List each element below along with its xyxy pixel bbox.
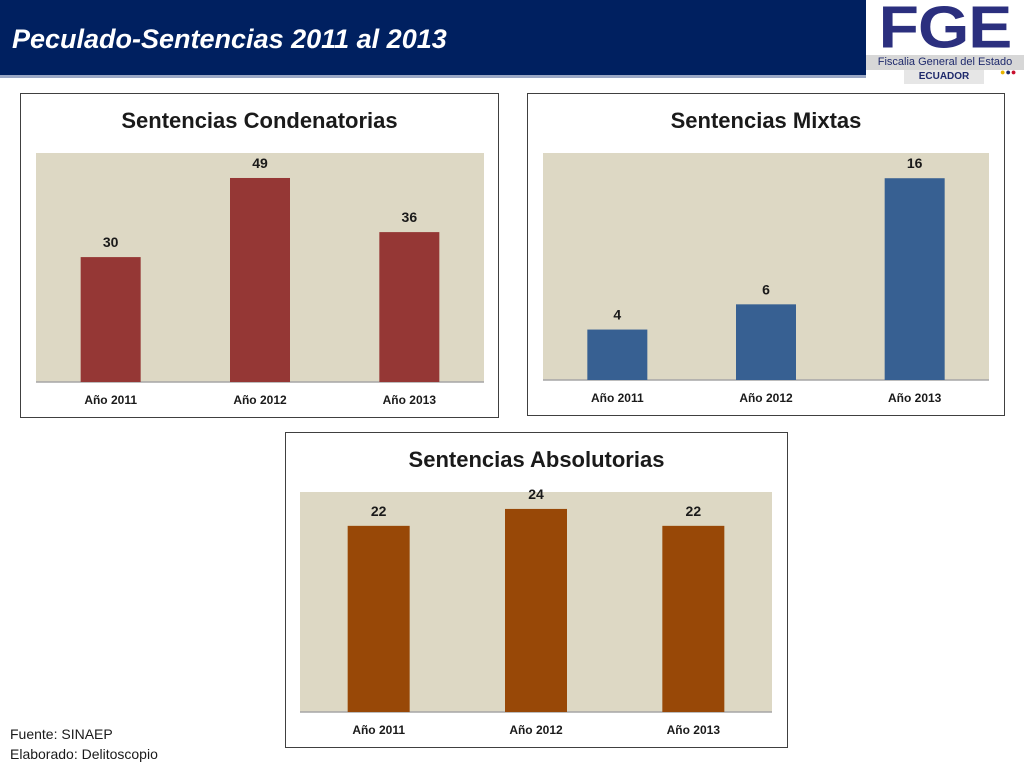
chart-panel-absolutorias: Sentencias Absolutorias 22 Año 2011 24 Año … [285, 432, 788, 748]
bar [80, 257, 141, 382]
data-label: 49 [252, 155, 268, 171]
bar [505, 508, 567, 712]
data-label: 30 [103, 234, 119, 250]
chart-panel-condenatorias: Sentencias Condenatorias 30 Año 2011 49 Año… [20, 93, 499, 418]
slide-title: Peculado-Sentencias 2011 al 2013 [12, 24, 447, 54]
x-tick-label: Año 2012 [739, 391, 793, 405]
bar [662, 525, 725, 712]
logo-country: ECUADOR [904, 70, 984, 84]
data-label: 22 [371, 503, 387, 519]
chart-title-condenatorias: Sentencias Condenatorias [121, 108, 398, 133]
author-text: Elaborado: Delitoscopio [10, 746, 158, 762]
data-label: 24 [528, 486, 544, 502]
logo-subtitle: Fiscalia General del Estado [877, 56, 1013, 68]
chart-absolutorias: 22 Año 2011 24 Año 2012 22 Año 2013 [300, 486, 772, 737]
x-tick-label: Año 2012 [233, 393, 287, 407]
bar [736, 304, 796, 380]
chart-condenatorias: 30 Año 2011 49 Año 2012 36 Año 2013 [36, 153, 484, 407]
logo-band [866, 55, 1024, 70]
x-tick-label: Año 2013 [888, 391, 942, 405]
title-bar: Peculado-Sentencias 2011 al 2013 [0, 0, 866, 78]
bar [230, 177, 290, 382]
logo-dots: ●●● [1000, 67, 1017, 77]
footer-note: Fuente: SINAEP Elaborado: Delitoscopio [10, 724, 158, 764]
data-label: 16 [907, 155, 923, 171]
data-label: 36 [402, 209, 418, 225]
chart-title-mixtas: Sentencias Mixtas [670, 108, 862, 133]
data-label: 6 [762, 281, 770, 297]
bar [884, 178, 945, 380]
data-label: 4 [613, 307, 621, 323]
chart-title-absolutorias: Sentencias Absolutorias [408, 447, 665, 472]
data-label: 22 [686, 503, 702, 519]
chart-panel-mixtas: Sentencias Mixtas 4 Año 2011 6 Año 2012 16 Añ… [527, 93, 1005, 416]
source-text: Fuente: SINAEP [10, 726, 113, 742]
x-tick-label: Año 2013 [383, 393, 437, 407]
x-tick-label: Año 2012 [509, 723, 563, 737]
x-tick-label: Año 2011 [84, 393, 137, 407]
bar [347, 525, 410, 712]
x-tick-label: Año 2011 [591, 391, 644, 405]
fge-logo: FGE Fiscalia General del Estado ECUADOR … [866, 0, 1024, 86]
x-tick-label: Año 2013 [667, 723, 721, 737]
x-tick-label: Año 2011 [352, 723, 405, 737]
bar [379, 232, 440, 382]
bar [587, 329, 648, 380]
chart-mixtas: 4 Año 2011 6 Año 2012 16 Año 2013 [543, 153, 989, 405]
logo-letters: FGE [878, 0, 1013, 61]
